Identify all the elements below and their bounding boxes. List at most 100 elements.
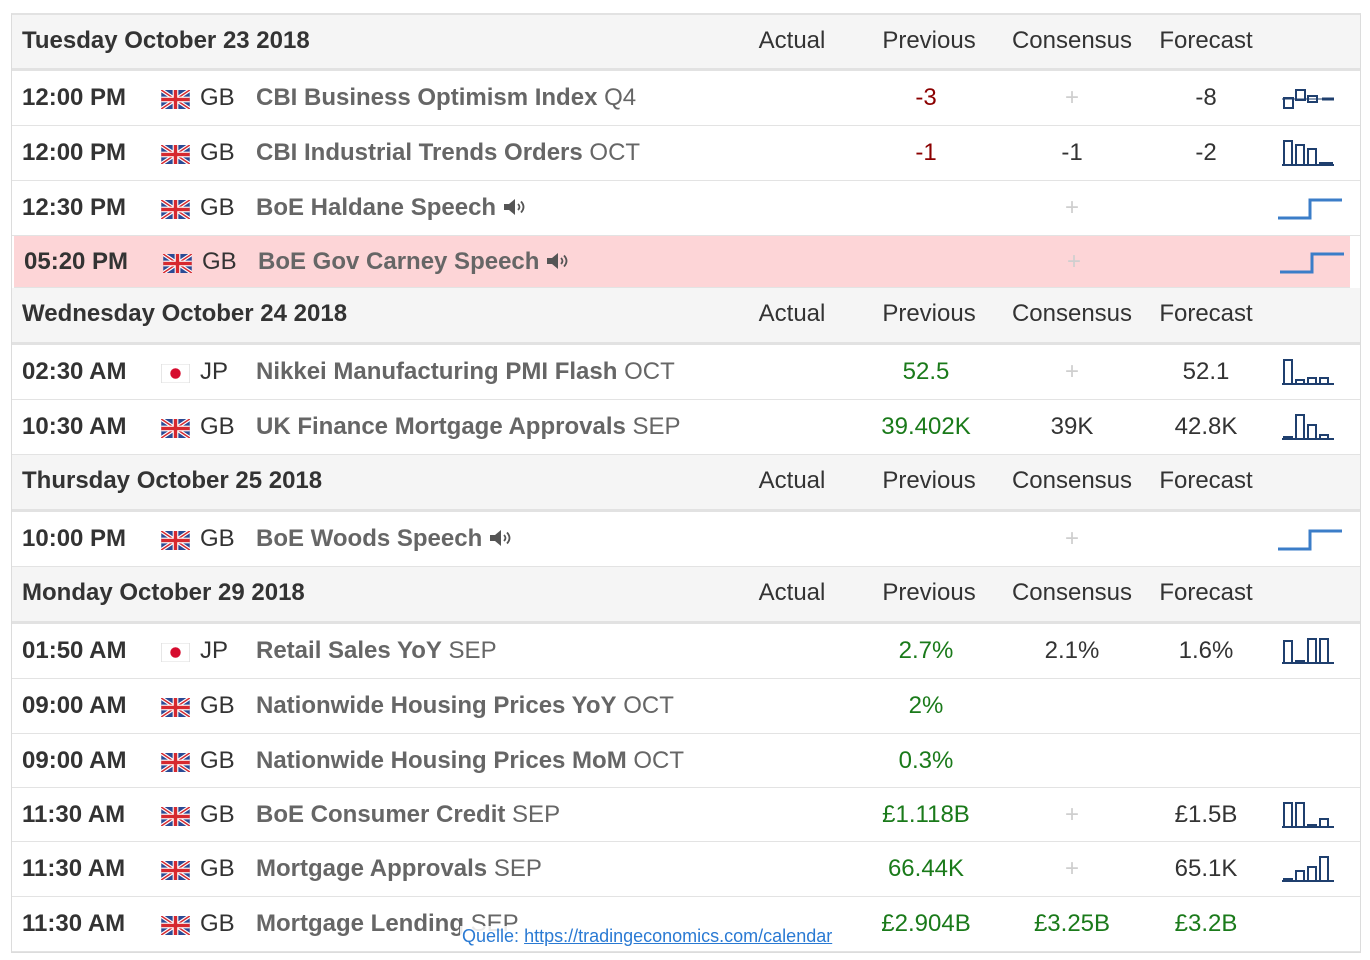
bar-sparkline-icon[interactable] [1276,409,1346,445]
event-name: Mortgage Lending [256,910,464,937]
uk-flag-icon [160,417,191,440]
event-name-link[interactable]: Mortgage Approvals SEP [256,855,542,883]
country-code: GB [200,84,235,111]
event-row[interactable]: 12:00 PM GB CBI Business Optimism Index Q4… [12,71,1360,126]
event-row[interactable]: 05:20 PM GB BoE Gov Carney Speech + [14,236,1350,288]
country-code: GB [200,139,235,166]
event-time: 12:00 PM [22,84,127,111]
column-header-previous: Previous [882,27,976,54]
country-code: GB [200,194,235,221]
consensus-value: £3.25B [1033,910,1111,937]
event-row[interactable]: 10:00 PM GB BoE Woods Speech + [12,512,1360,567]
column-header-consensus: Consensus [1011,300,1133,327]
bar-sparkline-icon[interactable] [1276,633,1346,669]
bar-sparkline-icon[interactable] [1276,80,1346,116]
speaker-icon [547,252,568,269]
event-name: BoE Haldane Speech [256,194,497,221]
event-period: Q4 [604,84,637,111]
day-date: Thursday October 25 2018 [22,467,323,494]
event-row[interactable]: 12:30 PM GB BoE Haldane Speech + [12,181,1360,236]
bar-sparkline-icon[interactable] [1276,851,1346,887]
uk-flag-icon [160,914,191,937]
event-name: UK Finance Mortgage Approvals [256,413,626,440]
country-code: GB [200,525,235,552]
event-name-link[interactable]: BoE Haldane Speech [256,194,528,222]
step-sparkline-icon[interactable] [1276,521,1346,557]
previous-value: 0.3% [898,746,954,774]
consensus-value: + [1064,855,1079,882]
previous-value: 52.5 [902,358,950,385]
consensus-value: -1 [1061,139,1083,166]
bar-sparkline-icon[interactable] [1276,797,1346,833]
forecast-value: 42.8K [1174,413,1238,440]
event-period: SEP [632,413,681,440]
event-name-link[interactable]: BoE Consumer Credit SEP [256,801,560,829]
column-header-previous: Previous [882,300,976,327]
event-row[interactable]: 09:00 AM GB Nationwide Housing Prices MoM … [12,734,1360,788]
event-time: 11:30 AM [22,800,126,828]
column-header-consensus: Consensus [1011,579,1133,606]
country-code: JP [200,637,229,664]
event-name-link[interactable]: BoE Woods Speech [256,525,514,553]
event-name: CBI Business Optimism Index [256,84,598,111]
country-code: GB [202,247,237,275]
forecast-value: 1.6% [1178,637,1234,664]
event-name-link[interactable]: BoE Gov Carney Speech [258,248,571,276]
event-name: Retail Sales YoY [256,637,442,664]
consensus-value: + [1064,358,1079,385]
event-name: BoE Woods Speech [256,525,483,552]
forecast-value: £3.2B [1174,910,1238,937]
country-code: GB [200,800,235,828]
day-header: Thursday October 25 2018 Actual Previous Co… [12,455,1360,512]
step-sparkline-icon[interactable] [1278,244,1348,280]
event-name: BoE Consumer Credit [256,800,506,828]
column-header-consensus: Consensus [1011,27,1133,54]
event-row[interactable]: 11:30 AM GB Mortgage Approvals SEP 66.44K +6… [12,842,1360,897]
event-row[interactable]: 09:00 AM GB Nationwide Housing Prices YoY … [12,679,1360,734]
event-period: OCT [623,692,674,719]
event-time: 11:30 AM [22,910,126,937]
event-row[interactable]: 11:30 AM GB Mortgage Lending SEP £2.904B £3.… [12,897,1360,952]
event-row[interactable]: 11:30 AM GB BoE Consumer Credit SEP £1.118B… [12,788,1360,842]
day-date: Monday October 29 2018 [22,579,305,606]
japan-flag-icon [160,362,191,384]
event-period: OCT [633,746,685,774]
bar-sparkline-icon[interactable] [1276,135,1346,171]
event-name-link[interactable]: Nikkei Manufacturing PMI Flash OCT [256,358,675,386]
uk-flag-icon [160,198,191,221]
event-row[interactable]: 01:50 AM JP Retail Sales YoY SEP 2.7% 2.1% 1.… [12,624,1360,679]
column-header-actual: Actual [758,467,826,494]
event-name-link[interactable]: CBI Industrial Trends Orders OCT [256,139,640,167]
previous-value: 66.44K [887,855,965,882]
uk-flag-icon [162,251,193,275]
event-name-link[interactable]: UK Finance Mortgage Approvals SEP [256,413,681,441]
event-name-link[interactable]: Nationwide Housing Prices MoM OCT [256,747,684,775]
bar-sparkline-icon[interactable] [1276,354,1346,390]
consensus-value: + [1064,800,1079,828]
step-sparkline-icon[interactable] [1276,190,1346,226]
column-header-forecast: Forecast [1159,300,1253,327]
event-time: 09:00 AM [22,692,127,719]
event-time: 09:00 AM [22,746,127,774]
event-time: 12:30 PM [22,194,127,221]
event-time: 10:00 PM [22,525,127,552]
event-name-link[interactable]: CBI Business Optimism Index Q4 [256,84,636,112]
event-name-link[interactable]: Retail Sales YoY SEP [256,637,497,665]
column-header-consensus: Consensus [1011,467,1133,494]
consensus-value: 39K [1050,413,1094,440]
column-header-actual: Actual [758,579,826,606]
previous-value: £1.118B [882,800,970,828]
column-header-previous: Previous [882,579,976,606]
uk-flag-icon [160,143,191,166]
forecast-value: 65.1K [1174,855,1238,882]
speaker-icon [504,199,525,215]
consensus-value: + [1064,84,1079,111]
day-date: Wednesday October 24 2018 [22,300,348,327]
country-code: GB [200,910,235,937]
event-row[interactable]: 12:00 PM GB CBI Industrial Trends Orders O… [12,126,1360,181]
source-link[interactable]: https://tradingeconomics.com/calendar [524,926,833,946]
event-row[interactable]: 10:30 AM GB UK Finance Mortgage Approvals … [12,400,1360,455]
event-row[interactable]: 02:30 AM JP Nikkei Manufacturing PMI Flash… [12,345,1360,400]
forecast-value: -2 [1195,139,1217,166]
event-name-link[interactable]: Nationwide Housing Prices YoY OCT [256,692,674,720]
